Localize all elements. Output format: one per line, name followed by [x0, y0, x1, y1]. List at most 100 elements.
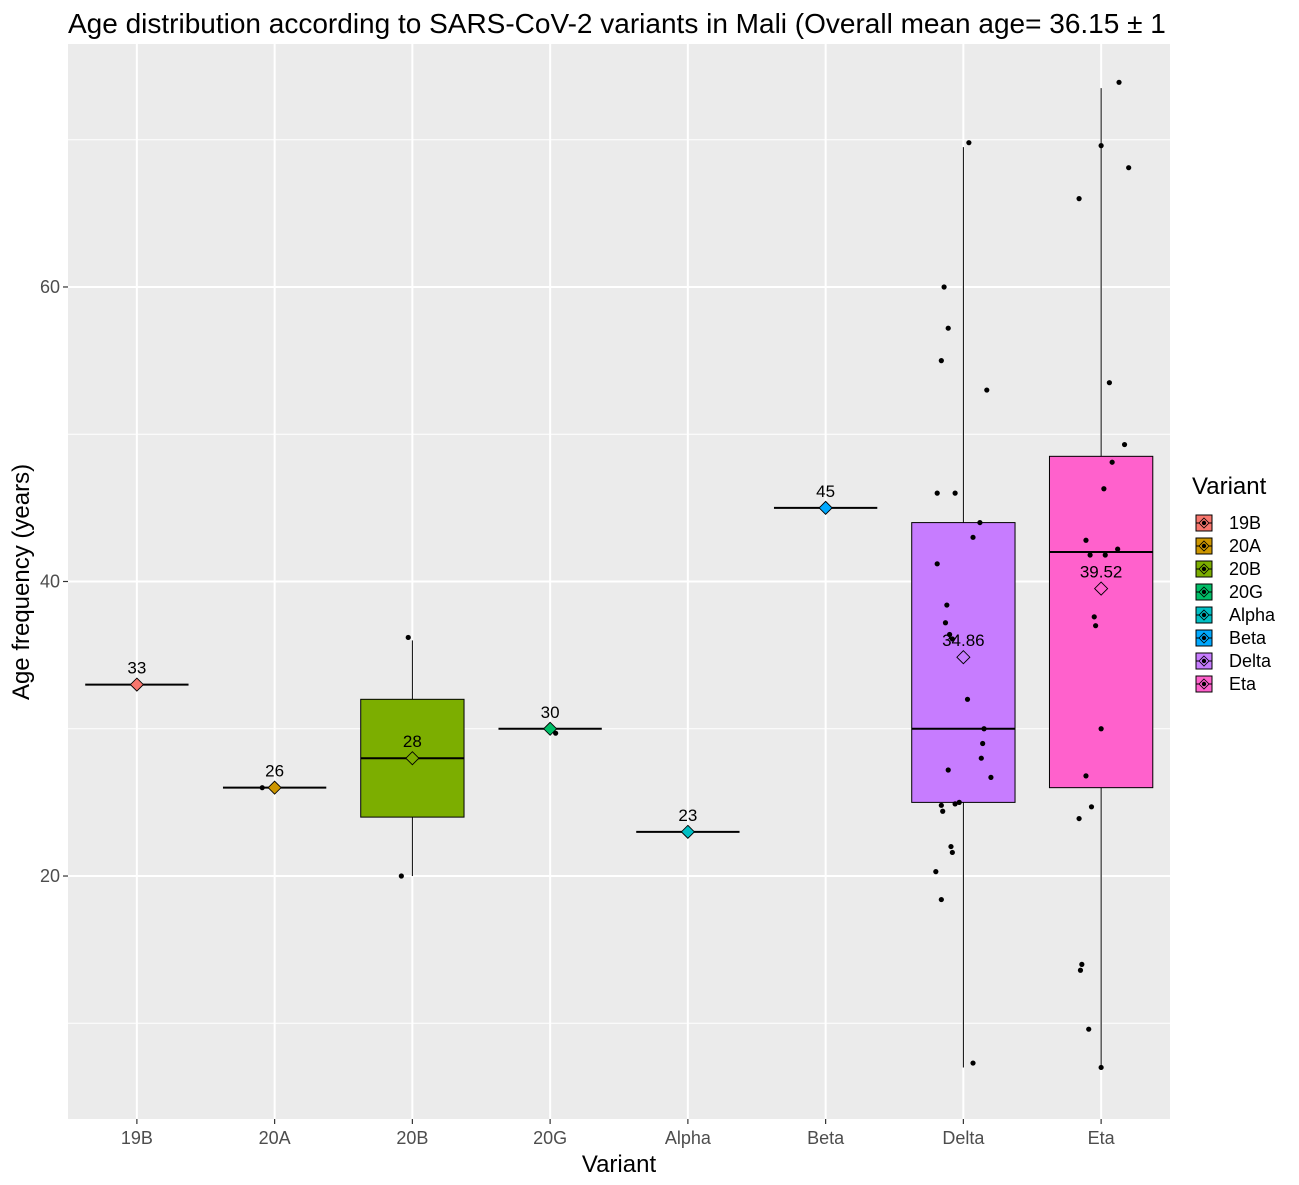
- legend-label: 20G: [1229, 582, 1263, 602]
- x-axis-title: Variant: [582, 1151, 657, 1178]
- data-point: [938, 358, 944, 364]
- data-point: [1116, 79, 1122, 85]
- data-point: [988, 774, 994, 780]
- x-axis-ticks: 19B 20A 20B 20G Alpha Beta Delta Eta: [121, 1119, 1116, 1148]
- mean-markers: 33 26 28 30 23 45 34.86 39.52: [127, 482, 1123, 839]
- legend-key-dot: [1201, 658, 1207, 664]
- data-point: [942, 620, 949, 626]
- data-point: [949, 636, 955, 642]
- legend-key-dot: [1201, 566, 1207, 572]
- mean-label: 23: [678, 806, 697, 825]
- data-point: [1077, 967, 1084, 973]
- data-point: [1083, 537, 1089, 543]
- boxplot-Eta: [1048, 88, 1154, 1068]
- data-point: [1087, 552, 1093, 558]
- legend-item-20B: 20B: [1195, 559, 1261, 579]
- data-point: [1101, 486, 1107, 492]
- data-point: [1126, 165, 1132, 171]
- legend-key-dot: [1201, 520, 1207, 526]
- legend-item-20A: 20A: [1195, 536, 1261, 556]
- mean-diamond: [680, 824, 696, 839]
- legend-item-19B: 19B: [1195, 513, 1261, 533]
- legend-key-dot: [1201, 589, 1207, 595]
- legend-key-dot: [1201, 612, 1207, 618]
- data-point: [938, 896, 944, 903]
- legend-key-dot: [1201, 681, 1207, 687]
- legend-item-Eta: Eta: [1195, 674, 1257, 694]
- data-point: [970, 534, 976, 540]
- legend-label: Alpha: [1229, 605, 1276, 625]
- data-point: [952, 801, 958, 807]
- data-point: [1088, 804, 1095, 810]
- mean-diamond: [542, 721, 558, 736]
- data-point: [978, 755, 984, 761]
- data-point: [1093, 623, 1099, 629]
- mean-label: 26: [265, 762, 284, 781]
- data-point: [1098, 726, 1104, 732]
- data-point: [1076, 815, 1082, 822]
- data-point: [944, 602, 950, 608]
- data-point: [980, 740, 986, 747]
- data-point: [1106, 380, 1112, 386]
- data-point: [1115, 546, 1121, 552]
- x-tick-label: 20G: [533, 1128, 567, 1148]
- x-tick-label: 19B: [121, 1128, 153, 1148]
- legend-item-Delta: Delta: [1195, 651, 1272, 671]
- mean-diamond: [956, 650, 971, 665]
- legend-title: Variant: [1192, 473, 1267, 500]
- data-point: [948, 843, 954, 850]
- data-point: [1091, 614, 1097, 620]
- data-point: [938, 802, 944, 808]
- legend-label: Eta: [1229, 674, 1257, 694]
- mean-diamond: [129, 677, 145, 692]
- data-point: [947, 631, 953, 638]
- legend-label: 19B: [1229, 513, 1261, 533]
- mean-label: 33: [127, 659, 146, 678]
- data-point: [934, 561, 940, 567]
- mean-label: 28: [403, 732, 422, 751]
- mean-label: 34.86: [942, 631, 985, 650]
- y-axis-title: Age frequency (years): [8, 464, 35, 700]
- data-point: [966, 140, 972, 146]
- data-point: [1076, 196, 1082, 202]
- data-point: [949, 849, 955, 856]
- mean-diamond: [267, 780, 282, 795]
- data-point: [934, 490, 940, 496]
- data-point: [1102, 552, 1108, 558]
- data-point: [956, 799, 962, 805]
- mean-label: 45: [816, 482, 835, 501]
- y-axis-ticks: 20 40 60: [40, 277, 68, 886]
- y-tick-label: 40: [40, 572, 60, 592]
- box: [1048, 455, 1154, 789]
- y-tick-label: 60: [40, 277, 60, 297]
- data-point: [1098, 143, 1104, 149]
- data-point: [553, 730, 559, 736]
- data-point: [1098, 1064, 1104, 1071]
- x-tick-label: Eta: [1088, 1128, 1116, 1148]
- data-point: [970, 1060, 976, 1066]
- mean-label: 39.52: [1080, 563, 1123, 582]
- mean-diamond: [818, 500, 833, 516]
- data-point: [1109, 459, 1115, 465]
- jitter-points: [132, 79, 1132, 1071]
- x-tick-label: Beta: [807, 1128, 845, 1148]
- legend-item-Beta: Beta: [1195, 628, 1267, 648]
- data-point: [1079, 961, 1085, 967]
- data-point: [977, 519, 983, 526]
- legend-item-Alpha: Alpha: [1195, 605, 1276, 625]
- legend-key-dot: [1201, 635, 1207, 641]
- data-point: [984, 387, 990, 393]
- legend-label: 20A: [1229, 536, 1261, 556]
- data-point: [405, 634, 411, 641]
- data-point: [1083, 773, 1089, 779]
- mean-diamond: [405, 751, 420, 766]
- legend-key-dot: [1201, 543, 1207, 549]
- legend-item-20G: 20G: [1195, 582, 1263, 602]
- y-tick-label: 20: [40, 866, 60, 886]
- data-point: [259, 785, 265, 791]
- data-point: [1121, 441, 1128, 448]
- legend-label: 20B: [1229, 559, 1261, 579]
- x-tick-label: Alpha: [665, 1128, 712, 1148]
- legend: Variant 19B 20A 20B 20G Alpha Beta Delta Eta: [1192, 473, 1276, 694]
